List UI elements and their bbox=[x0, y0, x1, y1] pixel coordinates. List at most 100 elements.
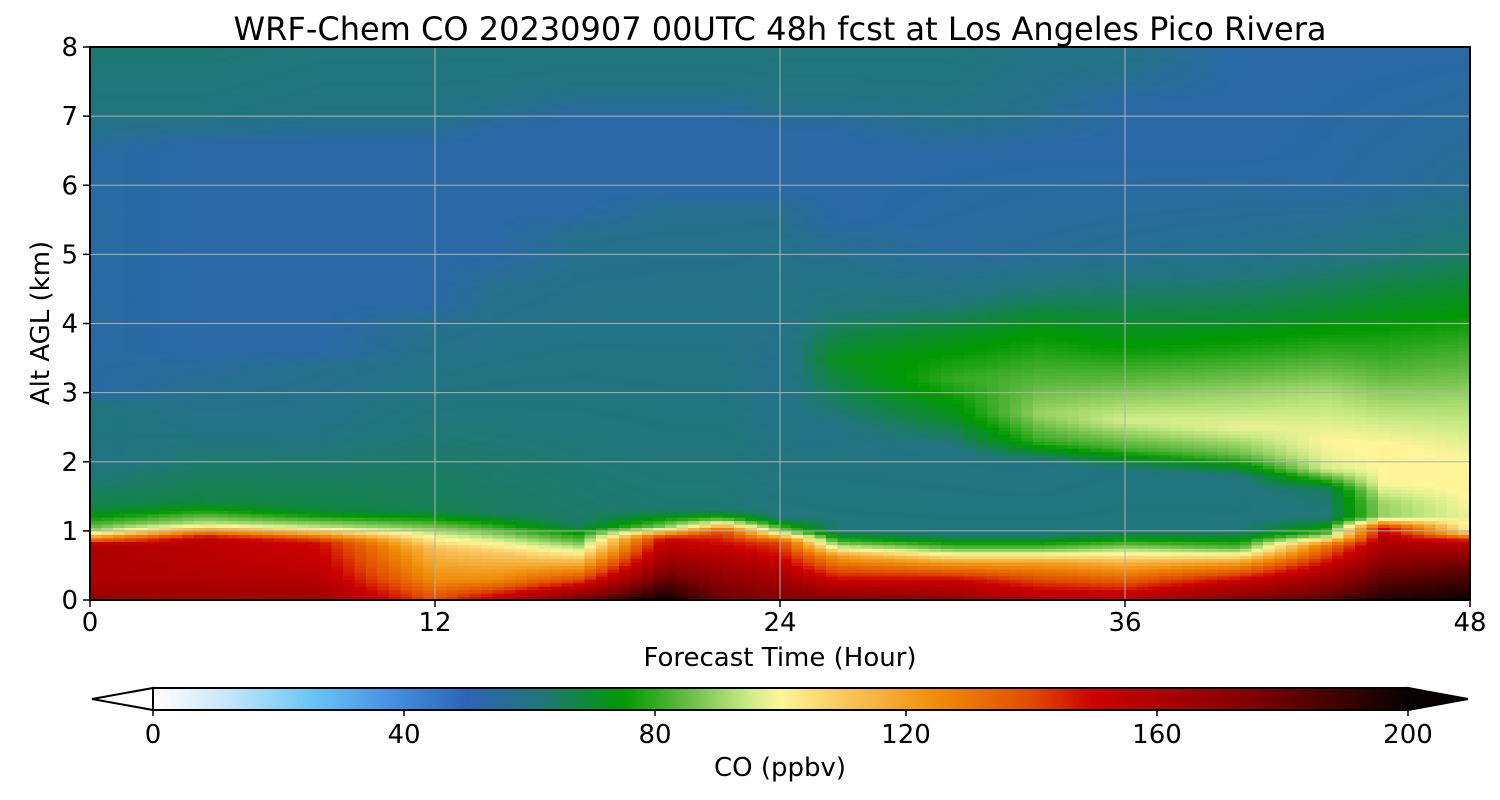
heatmap-cell bbox=[366, 212, 379, 217]
heatmap-cell bbox=[354, 358, 367, 363]
heatmap-cell bbox=[147, 247, 160, 252]
heatmap-cell bbox=[101, 568, 114, 573]
heatmap-cell bbox=[159, 565, 172, 570]
heatmap-cell bbox=[343, 437, 356, 442]
heatmap-cell bbox=[308, 593, 321, 598]
heatmap-cell bbox=[354, 91, 367, 96]
heatmap-cell bbox=[159, 551, 172, 556]
heatmap-cell bbox=[124, 510, 137, 515]
heatmap-cell bbox=[216, 333, 229, 338]
heatmap-cell bbox=[159, 212, 172, 217]
heatmap-cell bbox=[366, 444, 379, 449]
heatmap-cell bbox=[216, 485, 229, 490]
heatmap-cell bbox=[113, 558, 126, 563]
heatmap-cell bbox=[170, 50, 183, 55]
heatmap-cell bbox=[147, 579, 160, 584]
heatmap-cell bbox=[377, 67, 390, 72]
heatmap-cell bbox=[400, 91, 413, 96]
heatmap-cell bbox=[182, 544, 195, 549]
heatmap-cell bbox=[228, 299, 241, 304]
heatmap-cell bbox=[412, 230, 425, 235]
heatmap-cell bbox=[147, 482, 160, 487]
heatmap-cell bbox=[113, 423, 126, 428]
heatmap-cell bbox=[343, 112, 356, 117]
heatmap-cell bbox=[366, 178, 379, 183]
heatmap-cell bbox=[147, 78, 160, 83]
heatmap-cell bbox=[136, 195, 149, 200]
heatmap-cell bbox=[182, 237, 195, 242]
heatmap-cell bbox=[274, 129, 287, 135]
heatmap-cell bbox=[297, 326, 310, 332]
heatmap-cell bbox=[343, 295, 356, 300]
heatmap-cell bbox=[251, 202, 264, 207]
heatmap-cell bbox=[124, 261, 137, 266]
heatmap-cell bbox=[285, 340, 298, 345]
heatmap-cell bbox=[343, 489, 356, 494]
heatmap-cell bbox=[182, 244, 195, 249]
heatmap-cell bbox=[147, 202, 160, 207]
heatmap-cell bbox=[400, 575, 413, 580]
heatmap-cell bbox=[308, 530, 321, 535]
heatmap-cell bbox=[297, 465, 310, 470]
heatmap-cell bbox=[331, 513, 344, 518]
heatmap-cell bbox=[228, 482, 241, 487]
heatmap-cell bbox=[228, 91, 241, 96]
heatmap-cell bbox=[320, 416, 333, 421]
heatmap-cell bbox=[297, 364, 310, 370]
heatmap-cell bbox=[90, 199, 103, 204]
heatmap-cell bbox=[377, 454, 390, 459]
heatmap-cell bbox=[435, 271, 448, 276]
heatmap-cell bbox=[297, 140, 310, 145]
heatmap-cell bbox=[377, 351, 390, 356]
heatmap-cell bbox=[377, 575, 390, 580]
heatmap-cell bbox=[193, 427, 206, 432]
heatmap-cell bbox=[274, 389, 287, 394]
heatmap-cell bbox=[113, 320, 126, 325]
heatmap-cell bbox=[435, 361, 448, 366]
heatmap-cell bbox=[113, 475, 126, 480]
heatmap-cell bbox=[331, 316, 344, 321]
heatmap-cell bbox=[262, 434, 275, 439]
heatmap-cell bbox=[308, 340, 321, 345]
heatmap-cell bbox=[297, 513, 310, 518]
heatmap-cell bbox=[124, 67, 137, 72]
heatmap-cell bbox=[228, 85, 241, 90]
heatmap-cell bbox=[228, 375, 241, 380]
heatmap-cell bbox=[182, 299, 195, 304]
heatmap-cell bbox=[216, 81, 229, 86]
heatmap-cell bbox=[412, 185, 425, 190]
heatmap-cell bbox=[285, 133, 298, 138]
heatmap-cell bbox=[124, 537, 137, 542]
heatmap-cell bbox=[113, 71, 126, 76]
heatmap-cell bbox=[354, 167, 367, 173]
heatmap-cell bbox=[124, 178, 137, 183]
heatmap-cell bbox=[377, 164, 390, 169]
heatmap-cell bbox=[377, 354, 390, 359]
heatmap-cell bbox=[308, 344, 321, 349]
heatmap-cell bbox=[147, 472, 160, 477]
heatmap-cell bbox=[124, 212, 137, 217]
heatmap-cell bbox=[262, 392, 275, 397]
heatmap-cell bbox=[101, 278, 114, 283]
heatmap-cell bbox=[239, 81, 252, 86]
heatmap-cell bbox=[274, 368, 287, 373]
heatmap-cell bbox=[297, 375, 310, 380]
heatmap-cell bbox=[308, 465, 321, 470]
heatmap-cell bbox=[216, 288, 229, 293]
heatmap-cell bbox=[262, 85, 275, 90]
heatmap-cell bbox=[435, 382, 448, 387]
heatmap-cell bbox=[389, 167, 402, 173]
heatmap-cell bbox=[124, 434, 137, 439]
heatmap-cell bbox=[274, 337, 287, 342]
heatmap-cell bbox=[170, 78, 183, 83]
heatmap-cell bbox=[308, 489, 321, 494]
heatmap-cell bbox=[216, 98, 229, 103]
heatmap-cell bbox=[274, 285, 287, 290]
heatmap-cell bbox=[147, 447, 160, 452]
heatmap-cell bbox=[308, 199, 321, 204]
heatmap-cell bbox=[262, 496, 275, 501]
heatmap-cell bbox=[423, 465, 436, 470]
heatmap-cell bbox=[113, 371, 126, 376]
heatmap-cell bbox=[90, 223, 103, 228]
heatmap-cell bbox=[147, 537, 160, 542]
